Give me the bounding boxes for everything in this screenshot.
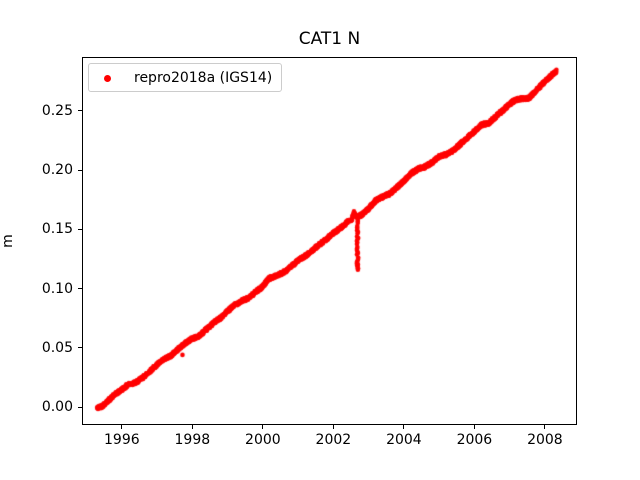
x-tick-label: 1998	[174, 432, 211, 448]
x-tick-label: 2000	[245, 432, 281, 448]
x-tick-mark	[403, 425, 405, 429]
x-tick-mark	[332, 425, 334, 429]
x-tick-label: 1996	[104, 432, 140, 448]
y-tick-mark	[78, 406, 82, 408]
x-tick-mark	[121, 425, 123, 429]
y-tick-label: 0.15	[41, 221, 73, 238]
x-tick-label: 2002	[315, 432, 352, 448]
y-tick-label: 0.20	[41, 162, 73, 179]
x-tick-mark	[262, 425, 264, 429]
y-tick-label: 0.10	[41, 280, 73, 297]
y-tick-mark	[78, 288, 82, 290]
legend: repro2018a (IGS14)	[88, 63, 282, 92]
x-tick-mark	[544, 425, 546, 429]
y-tick-label: 0.05	[41, 339, 73, 356]
legend-entry-label: repro2018a (IGS14)	[134, 70, 273, 86]
y-tick-mark	[78, 169, 82, 171]
y-tick-mark	[78, 110, 82, 112]
y-tick-mark	[78, 347, 82, 349]
y-tick-label: 0.00	[41, 399, 73, 415]
x-tick-label: 2008	[527, 432, 563, 448]
legend-dot-marker-icon	[104, 75, 111, 82]
x-tick-mark	[191, 425, 193, 429]
x-tick-label: 2006	[456, 432, 493, 448]
y-tick-mark	[78, 228, 82, 230]
y-tick-label: 0.25	[41, 102, 73, 119]
x-tick-mark	[473, 425, 475, 429]
x-tick-label: 2004	[386, 432, 422, 448]
